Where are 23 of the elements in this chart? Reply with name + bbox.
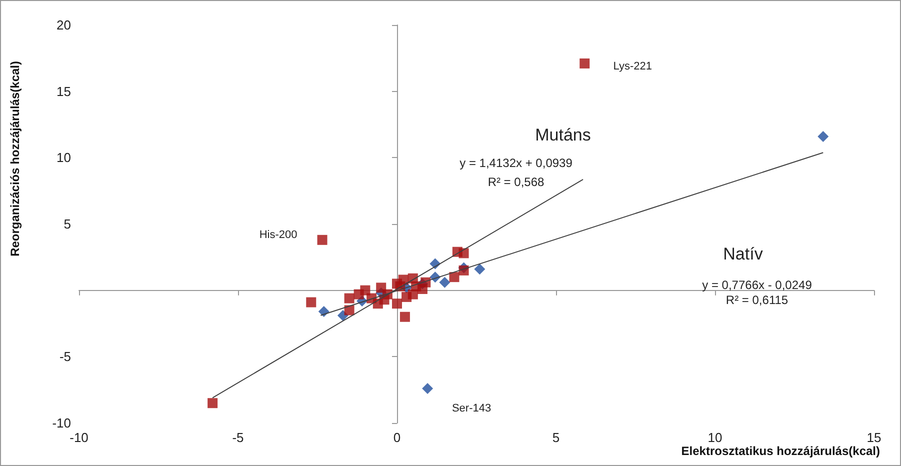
x-tick-label: -10 xyxy=(70,430,88,445)
x-tick-label: 5 xyxy=(552,430,560,445)
x-axis-title: Elektrosztatikus hozzájárulás(kcal) xyxy=(681,444,880,458)
y-tick-label: -5 xyxy=(59,349,71,364)
annotation: y = 1,4132x + 0,0939 xyxy=(460,156,573,170)
annotation: Natív xyxy=(723,244,764,264)
annotation: His-200 xyxy=(259,228,298,241)
x-tick-label: 0 xyxy=(393,430,401,445)
y-tick-label: -10 xyxy=(52,416,71,430)
y-axis-title: Reorganizációs hozzájárulás(kcal) xyxy=(8,61,22,256)
y-tick-label: 5 xyxy=(64,216,71,232)
x-tick-label: -5 xyxy=(232,430,244,445)
y-tick-label: 20 xyxy=(56,18,71,32)
x-tick-label: 15 xyxy=(866,430,882,445)
annotation: Ser-143 xyxy=(452,402,492,415)
annotation: R² = 0,6115 xyxy=(726,293,788,307)
annotation: R² = 0,568 xyxy=(488,175,545,189)
annotation: Lys-221 xyxy=(613,60,652,72)
x-tick-label: 10 xyxy=(708,430,722,445)
y-tick-label: 15 xyxy=(56,84,71,99)
annotation: Mutáns xyxy=(535,126,591,144)
annotation: y = 0,7766x - 0,0249 xyxy=(702,278,812,292)
y-tick-label: 10 xyxy=(56,150,71,166)
